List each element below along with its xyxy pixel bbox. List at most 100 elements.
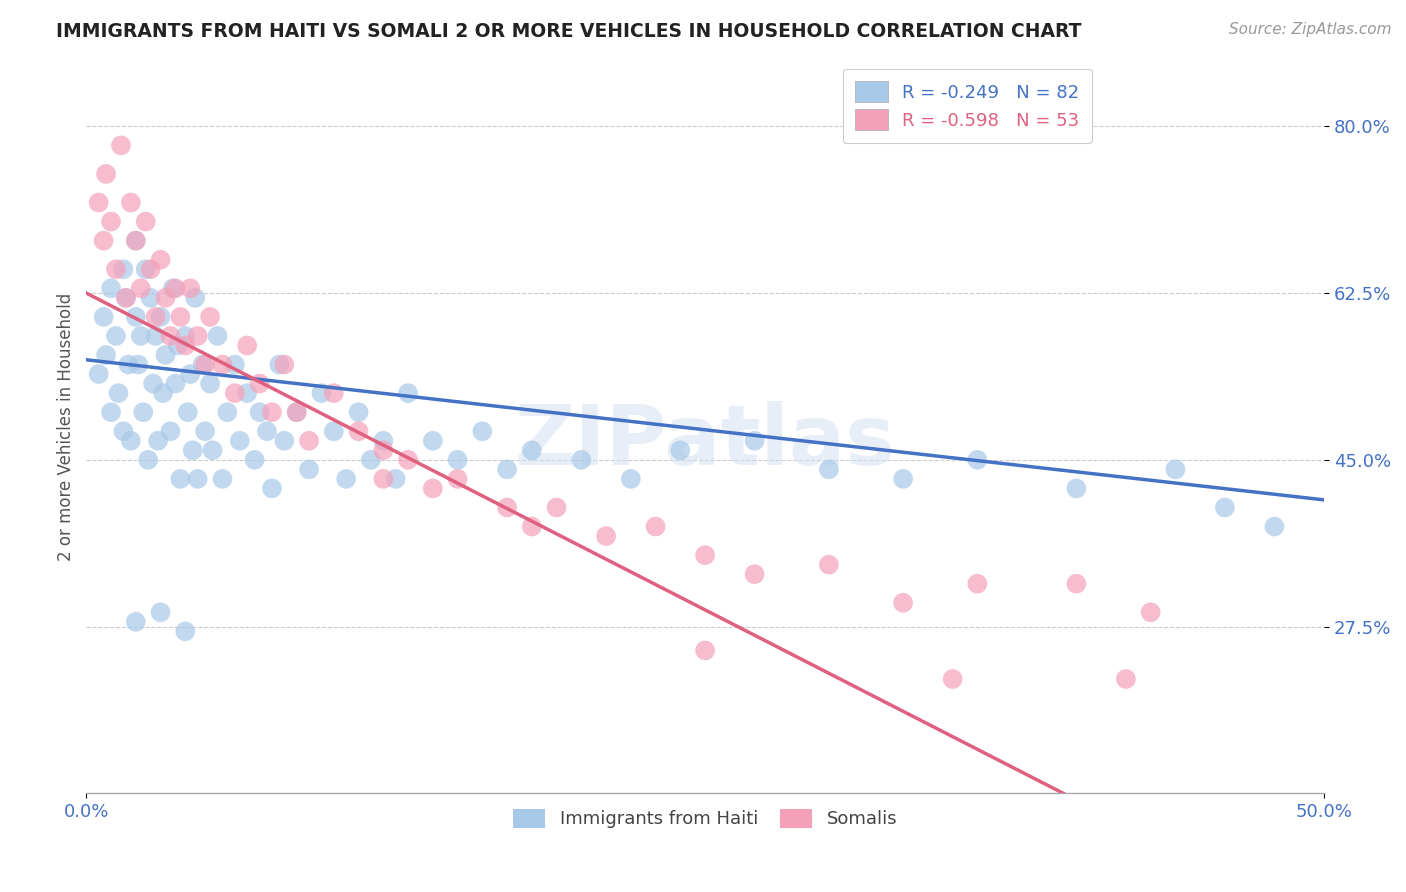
Point	[149, 605, 172, 619]
Point	[229, 434, 252, 448]
Point	[100, 405, 122, 419]
Point	[256, 424, 278, 438]
Point	[373, 443, 395, 458]
Point	[112, 262, 135, 277]
Point	[139, 262, 162, 277]
Point	[496, 500, 519, 515]
Point	[966, 453, 988, 467]
Point	[818, 558, 841, 572]
Point	[322, 386, 344, 401]
Point	[347, 405, 370, 419]
Point	[224, 358, 246, 372]
Point	[155, 291, 177, 305]
Point	[891, 472, 914, 486]
Point	[207, 329, 229, 343]
Point	[129, 329, 152, 343]
Point	[191, 358, 214, 372]
Point	[520, 443, 543, 458]
Point	[211, 358, 233, 372]
Point	[1139, 605, 1161, 619]
Point	[179, 281, 201, 295]
Point	[94, 167, 117, 181]
Point	[693, 548, 716, 562]
Point	[360, 453, 382, 467]
Point	[93, 310, 115, 324]
Point	[669, 443, 692, 458]
Point	[120, 434, 142, 448]
Point	[260, 405, 283, 419]
Point	[322, 424, 344, 438]
Point	[152, 386, 174, 401]
Point	[198, 310, 221, 324]
Point	[942, 672, 965, 686]
Point	[125, 234, 148, 248]
Point	[87, 367, 110, 381]
Point	[93, 234, 115, 248]
Point	[104, 262, 127, 277]
Point	[149, 252, 172, 267]
Point	[169, 310, 191, 324]
Point	[142, 376, 165, 391]
Point	[132, 405, 155, 419]
Point	[94, 348, 117, 362]
Point	[174, 329, 197, 343]
Point	[347, 424, 370, 438]
Point	[149, 310, 172, 324]
Point	[1213, 500, 1236, 515]
Point	[115, 291, 138, 305]
Point	[1164, 462, 1187, 476]
Point	[744, 567, 766, 582]
Point	[298, 434, 321, 448]
Point	[165, 281, 187, 295]
Point	[1263, 519, 1285, 533]
Point	[422, 434, 444, 448]
Point	[146, 434, 169, 448]
Point	[104, 329, 127, 343]
Point	[159, 329, 181, 343]
Point	[693, 643, 716, 657]
Point	[285, 405, 308, 419]
Point	[187, 329, 209, 343]
Point	[396, 453, 419, 467]
Point	[125, 310, 148, 324]
Point	[446, 453, 468, 467]
Point	[155, 348, 177, 362]
Point	[384, 472, 406, 486]
Point	[165, 376, 187, 391]
Point	[211, 472, 233, 486]
Point	[115, 291, 138, 305]
Point	[100, 214, 122, 228]
Point	[620, 472, 643, 486]
Point	[422, 482, 444, 496]
Text: ZIPatlas: ZIPatlas	[515, 401, 896, 482]
Point	[311, 386, 333, 401]
Point	[285, 405, 308, 419]
Point	[569, 453, 592, 467]
Point	[194, 358, 217, 372]
Point	[184, 291, 207, 305]
Point	[249, 376, 271, 391]
Point	[396, 386, 419, 401]
Point	[273, 358, 295, 372]
Text: Source: ZipAtlas.com: Source: ZipAtlas.com	[1229, 22, 1392, 37]
Point	[135, 262, 157, 277]
Point	[891, 596, 914, 610]
Point	[187, 472, 209, 486]
Point	[217, 405, 239, 419]
Point	[966, 576, 988, 591]
Point	[224, 386, 246, 401]
Point	[546, 500, 568, 515]
Point	[125, 234, 148, 248]
Point	[194, 424, 217, 438]
Point	[273, 434, 295, 448]
Point	[471, 424, 494, 438]
Point	[335, 472, 357, 486]
Point	[120, 195, 142, 210]
Point	[236, 386, 259, 401]
Point	[260, 482, 283, 496]
Point	[181, 443, 204, 458]
Point	[1066, 576, 1088, 591]
Point	[818, 462, 841, 476]
Point	[112, 424, 135, 438]
Point	[100, 281, 122, 295]
